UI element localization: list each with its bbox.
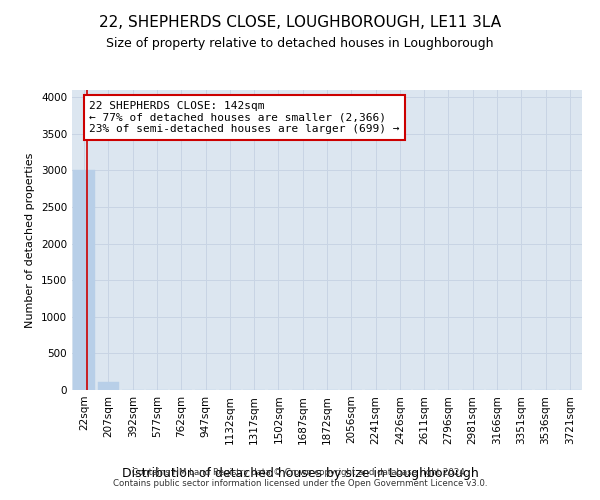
- Text: Contains HM Land Registry data © Crown copyright and database right 2024.
Contai: Contains HM Land Registry data © Crown c…: [113, 468, 487, 487]
- Text: Distribution of detached houses by size in Loughborough: Distribution of detached houses by size …: [122, 468, 478, 480]
- Y-axis label: Number of detached properties: Number of detached properties: [25, 152, 35, 328]
- Bar: [97, 382, 119, 390]
- Text: Size of property relative to detached houses in Loughborough: Size of property relative to detached ho…: [106, 38, 494, 51]
- Text: 22, SHEPHERDS CLOSE, LOUGHBOROUGH, LE11 3LA: 22, SHEPHERDS CLOSE, LOUGHBOROUGH, LE11 …: [99, 15, 501, 30]
- Text: 22 SHEPHERDS CLOSE: 142sqm
← 77% of detached houses are smaller (2,366)
23% of s: 22 SHEPHERDS CLOSE: 142sqm ← 77% of deta…: [89, 101, 400, 134]
- Bar: [73, 170, 95, 390]
